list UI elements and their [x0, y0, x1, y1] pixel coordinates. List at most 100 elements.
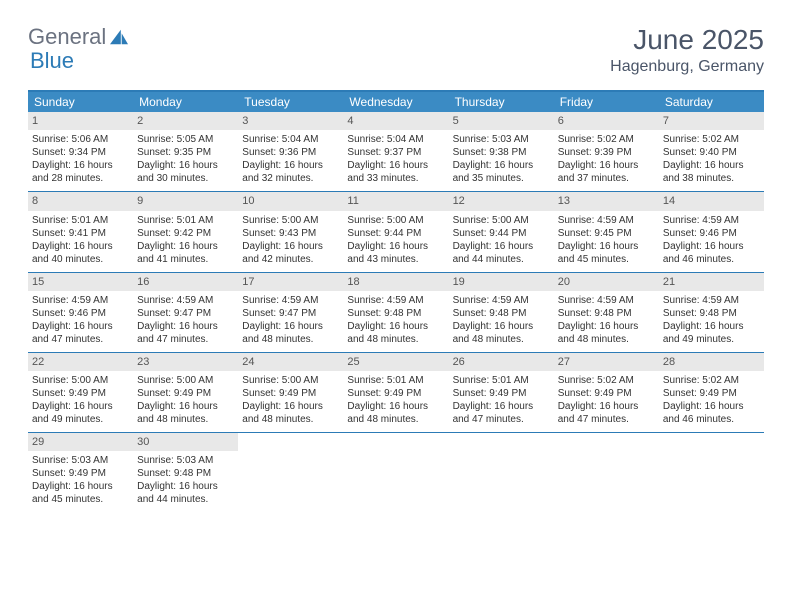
day-number: 7 [659, 112, 764, 130]
sunset-line: Sunset: 9:49 PM [558, 387, 655, 400]
sunset-line: Sunset: 9:48 PM [347, 307, 444, 320]
calendar-day: 13Sunrise: 4:59 AMSunset: 9:45 PMDayligh… [554, 192, 659, 271]
month-title: June 2025 [610, 24, 764, 56]
calendar-day: 29Sunrise: 5:03 AMSunset: 9:49 PMDayligh… [28, 433, 133, 512]
daylight-line: Daylight: 16 hours and 32 minutes. [242, 159, 339, 185]
day-number: 12 [449, 192, 554, 210]
daylight-line: Daylight: 16 hours and 30 minutes. [137, 159, 234, 185]
daylight-line: Daylight: 16 hours and 40 minutes. [32, 240, 129, 266]
daylight-line: Daylight: 16 hours and 48 minutes. [137, 400, 234, 426]
sunrise-line: Sunrise: 5:00 AM [242, 374, 339, 387]
weekday-header: Friday [554, 92, 659, 112]
calendar-day [554, 433, 659, 512]
calendar-day: 21Sunrise: 4:59 AMSunset: 9:48 PMDayligh… [659, 273, 764, 352]
daylight-line: Daylight: 16 hours and 48 minutes. [242, 400, 339, 426]
calendar-weeks: 1Sunrise: 5:06 AMSunset: 9:34 PMDaylight… [28, 112, 764, 512]
daylight-line: Daylight: 16 hours and 35 minutes. [453, 159, 550, 185]
sunset-line: Sunset: 9:47 PM [137, 307, 234, 320]
calendar-day: 19Sunrise: 4:59 AMSunset: 9:48 PMDayligh… [449, 273, 554, 352]
sunrise-line: Sunrise: 5:02 AM [663, 133, 760, 146]
day-number: 24 [238, 353, 343, 371]
sunrise-line: Sunrise: 5:01 AM [347, 374, 444, 387]
day-number: 27 [554, 353, 659, 371]
daylight-line: Daylight: 16 hours and 45 minutes. [558, 240, 655, 266]
calendar-day: 23Sunrise: 5:00 AMSunset: 9:49 PMDayligh… [133, 353, 238, 432]
daylight-line: Daylight: 16 hours and 48 minutes. [347, 320, 444, 346]
day-number: 30 [133, 433, 238, 451]
sunrise-line: Sunrise: 5:00 AM [347, 214, 444, 227]
day-number: 26 [449, 353, 554, 371]
calendar-day: 8Sunrise: 5:01 AMSunset: 9:41 PMDaylight… [28, 192, 133, 271]
daylight-line: Daylight: 16 hours and 49 minutes. [663, 320, 760, 346]
calendar-day: 5Sunrise: 5:03 AMSunset: 9:38 PMDaylight… [449, 112, 554, 191]
sunset-line: Sunset: 9:41 PM [32, 227, 129, 240]
sunrise-line: Sunrise: 4:59 AM [453, 294, 550, 307]
calendar-day: 25Sunrise: 5:01 AMSunset: 9:49 PMDayligh… [343, 353, 448, 432]
sunrise-line: Sunrise: 5:06 AM [32, 133, 129, 146]
day-number: 2 [133, 112, 238, 130]
day-number: 17 [238, 273, 343, 291]
sunset-line: Sunset: 9:43 PM [242, 227, 339, 240]
daylight-line: Daylight: 16 hours and 42 minutes. [242, 240, 339, 266]
sunset-line: Sunset: 9:40 PM [663, 146, 760, 159]
sunrise-line: Sunrise: 5:01 AM [32, 214, 129, 227]
sunrise-line: Sunrise: 5:00 AM [242, 214, 339, 227]
calendar-day: 4Sunrise: 5:04 AMSunset: 9:37 PMDaylight… [343, 112, 448, 191]
weekday-header: Saturday [659, 92, 764, 112]
calendar-day: 22Sunrise: 5:00 AMSunset: 9:49 PMDayligh… [28, 353, 133, 432]
sunset-line: Sunset: 9:38 PM [453, 146, 550, 159]
sunset-line: Sunset: 9:46 PM [32, 307, 129, 320]
sunset-line: Sunset: 9:48 PM [453, 307, 550, 320]
calendar-day: 1Sunrise: 5:06 AMSunset: 9:34 PMDaylight… [28, 112, 133, 191]
day-number: 25 [343, 353, 448, 371]
sunrise-line: Sunrise: 5:01 AM [453, 374, 550, 387]
logo-sail-icon [108, 28, 130, 46]
sunrise-line: Sunrise: 4:59 AM [137, 294, 234, 307]
calendar-day: 11Sunrise: 5:00 AMSunset: 9:44 PMDayligh… [343, 192, 448, 271]
daylight-line: Daylight: 16 hours and 47 minutes. [137, 320, 234, 346]
sunset-line: Sunset: 9:48 PM [137, 467, 234, 480]
calendar-day: 2Sunrise: 5:05 AMSunset: 9:35 PMDaylight… [133, 112, 238, 191]
daylight-line: Daylight: 16 hours and 48 minutes. [347, 400, 444, 426]
day-number: 10 [238, 192, 343, 210]
calendar-day: 30Sunrise: 5:03 AMSunset: 9:48 PMDayligh… [133, 433, 238, 512]
calendar-day: 10 Sunrise: 5:00 AMSunset: 9:43 PMDayligh… [238, 192, 343, 271]
day-number: 9 [133, 192, 238, 210]
logo: General [28, 24, 132, 50]
header: General June 2025 Hagenburg, Germany [0, 0, 792, 84]
daylight-line: Daylight: 16 hours and 44 minutes. [453, 240, 550, 266]
sunset-line: Sunset: 9:49 PM [242, 387, 339, 400]
day-number: 13 [554, 192, 659, 210]
calendar-day: 18 Sunrise: 4:59 AMSunset: 9:48 PMDayligh… [343, 273, 448, 352]
sunrise-line: Sunrise: 5:01 AM [137, 214, 234, 227]
calendar-week: 15Sunrise: 4:59 AMSunset: 9:46 PMDayligh… [28, 273, 764, 353]
calendar-day: 28Sunrise: 5:02 AMSunset: 9:49 PMDayligh… [659, 353, 764, 432]
day-number: 16 [133, 273, 238, 291]
day-number: 23 [133, 353, 238, 371]
sunset-line: Sunset: 9:35 PM [137, 146, 234, 159]
sunset-line: Sunset: 9:49 PM [32, 467, 129, 480]
sunset-line: Sunset: 9:37 PM [347, 146, 444, 159]
calendar-day [343, 433, 448, 512]
sunrise-line: Sunrise: 4:59 AM [347, 294, 444, 307]
daylight-line: Daylight: 16 hours and 48 minutes. [242, 320, 339, 346]
location: Hagenburg, Germany [610, 58, 764, 76]
day-number: 22 [28, 353, 133, 371]
calendar-day: 15Sunrise: 4:59 AMSunset: 9:46 PMDayligh… [28, 273, 133, 352]
daylight-line: Daylight: 16 hours and 44 minutes. [137, 480, 234, 506]
sunset-line: Sunset: 9:44 PM [453, 227, 550, 240]
sunrise-line: Sunrise: 5:04 AM [242, 133, 339, 146]
sunrise-line: Sunrise: 5:00 AM [32, 374, 129, 387]
calendar-week: 29Sunrise: 5:03 AMSunset: 9:49 PMDayligh… [28, 433, 764, 512]
sunrise-line: Sunrise: 4:59 AM [32, 294, 129, 307]
calendar-day: 24 Sunrise: 5:00 AMSunset: 9:49 PMDayligh… [238, 353, 343, 432]
calendar-day: 9Sunrise: 5:01 AMSunset: 9:42 PMDaylight… [133, 192, 238, 271]
day-number: 18 [343, 273, 448, 291]
weekday-header: Sunday [28, 92, 133, 112]
day-number: 29 [28, 433, 133, 451]
sunrise-line: Sunrise: 4:59 AM [242, 294, 339, 307]
calendar-day: 7Sunrise: 5:02 AMSunset: 9:40 PMDaylight… [659, 112, 764, 191]
daylight-line: Daylight: 16 hours and 47 minutes. [453, 400, 550, 426]
sunset-line: Sunset: 9:42 PM [137, 227, 234, 240]
sunset-line: Sunset: 9:49 PM [32, 387, 129, 400]
